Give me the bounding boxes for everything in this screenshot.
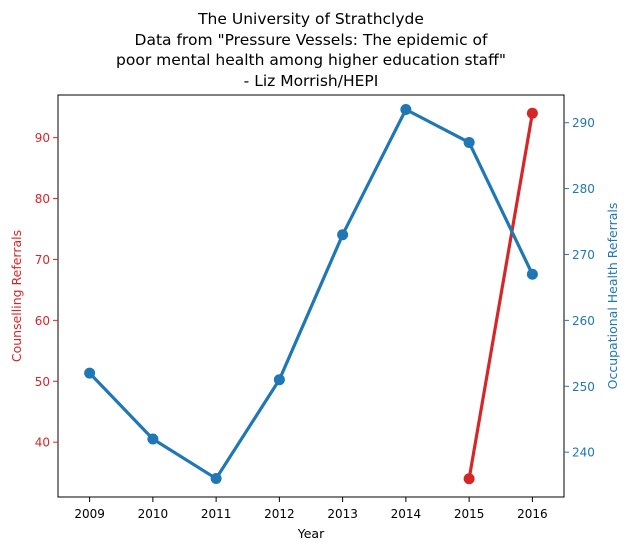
series-line-counselling (467, 111, 534, 481)
x-tick-label: 2015 (454, 507, 485, 521)
occupational-health-point (337, 229, 349, 241)
y-right-tick-label: 240 (572, 446, 595, 460)
occupational-health-point (463, 136, 475, 148)
title-line-2: Data from "Pressure Vessels: The epidemi… (135, 31, 488, 49)
title-line-1: The University of Strathclyde (197, 10, 424, 28)
y-axis-right-label: Occupational Health Referrals (605, 203, 620, 390)
occupational-health-point (400, 103, 412, 115)
x-axis-label: Year (297, 526, 325, 541)
y-right-tick-label: 270 (572, 248, 595, 262)
y-right-tick-label: 250 (572, 380, 595, 394)
series-layer (84, 103, 538, 485)
x-tick-label: 2011 (201, 507, 232, 521)
y-left-tick-label: 80 (35, 192, 50, 206)
x-axis: 2009 2010 2011 2012 2013 2014 2015 2016 (74, 497, 548, 521)
y-left-tick-label: 60 (35, 314, 50, 328)
occupational-health-point (273, 374, 285, 386)
plot-frame (57, 94, 565, 498)
y-left-tick-label: 70 (35, 253, 50, 267)
x-tick-label: 2010 (138, 507, 169, 521)
y-left-tick-label: 90 (35, 131, 50, 145)
counselling-point (463, 473, 475, 485)
occupational-health-point (147, 433, 159, 445)
occupational-health-point (84, 367, 96, 379)
x-tick-label: 2014 (391, 507, 422, 521)
x-tick-label: 2009 (74, 507, 105, 521)
series-line-occupational-health (88, 107, 534, 481)
y-axis-right: 240 250 260 270 280 290 (564, 116, 595, 460)
occupational-health-point (526, 268, 538, 280)
occupational-health-point (210, 473, 222, 485)
y-axis-left: 40 50 60 70 80 90 (35, 131, 58, 450)
counselling-point (526, 107, 538, 119)
title-line-4: - Liz Morrish/HEPI (244, 72, 379, 90)
y-left-tick-label: 50 (35, 375, 50, 389)
title-line-3: poor mental health among higher educatio… (116, 51, 506, 69)
y-left-tick-label: 40 (35, 436, 50, 450)
chart-title: The University of Strathclyde Data from … (116, 10, 506, 90)
x-tick-label: 2016 (517, 507, 548, 521)
y-right-tick-label: 290 (572, 116, 595, 130)
y-right-tick-label: 260 (572, 314, 595, 328)
y-right-tick-label: 280 (572, 182, 595, 196)
y-axis-left-label: Counselling Referrals (9, 230, 24, 362)
x-tick-label: 2013 (327, 507, 358, 521)
x-tick-label: 2012 (264, 507, 295, 521)
